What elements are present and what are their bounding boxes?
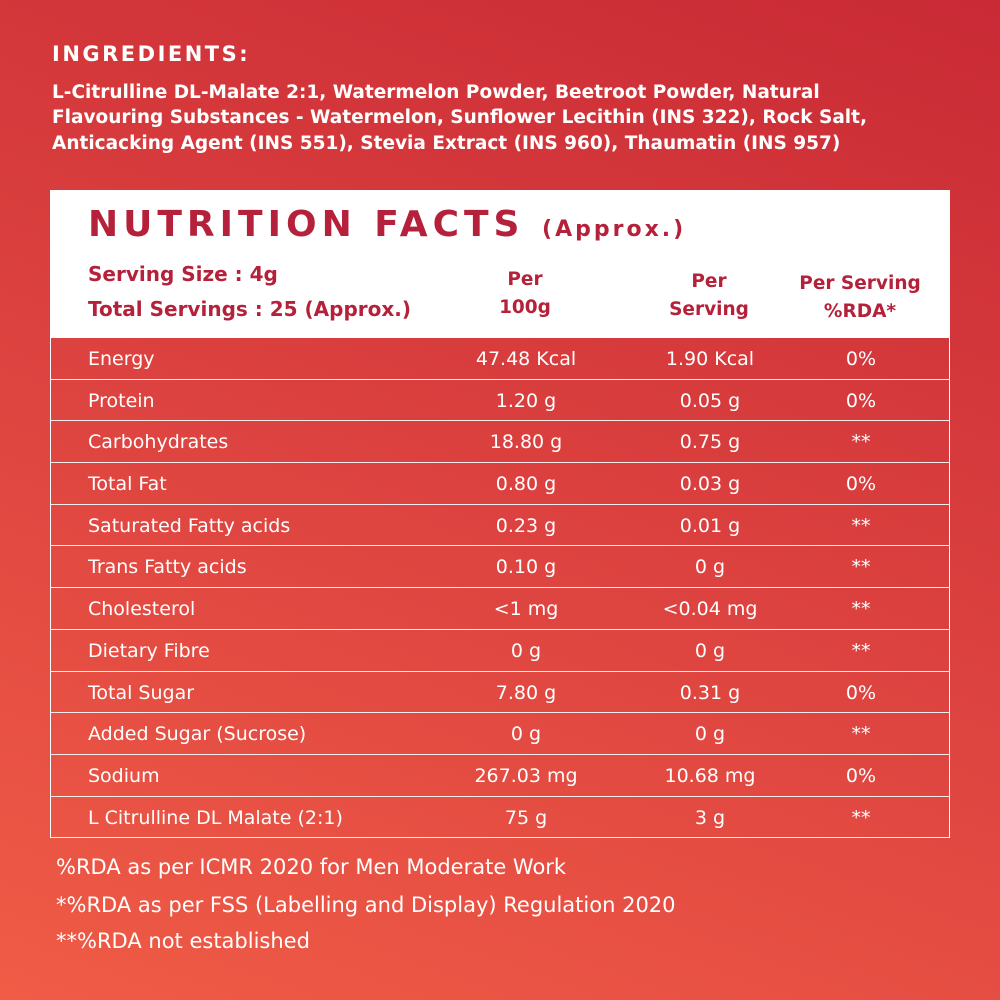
nutrition-row: Total Sugar 7.80 g 0.31 g 0% — [51, 672, 949, 714]
column-header: Per Serving %RDA* — [799, 270, 920, 326]
nutrient-name: L Citrulline DL Malate (2:1) — [88, 806, 343, 829]
nutrient-value: 0.03 g — [679, 473, 741, 496]
nutrition-row: Total Fat 0.80 g 0.03 g 0% — [51, 463, 949, 505]
nutrition-table: Energy 47.48 Kcal 1.90 Kcal 0% Protein 1.20 g… — [50, 338, 950, 839]
column-header-line: Per — [507, 269, 543, 290]
nutrition-header: NUTRITION FACTS (Approx.) Serving Size :… — [50, 190, 950, 338]
nutrient-value: 1.90 Kcal — [665, 348, 755, 370]
nutrient-value: ** — [851, 556, 871, 579]
nutrient-value: 47.48 Kcal — [475, 348, 577, 370]
nutrient-name: Total Sugar — [88, 681, 195, 704]
nutrient-value: 0 g — [510, 639, 542, 662]
nutrient-value: 0% — [845, 764, 877, 787]
nutrient-value: 18.80 g — [489, 431, 563, 454]
nutrition-row: L Citrulline DL Malate (2:1) 75 g 3 g ** — [51, 797, 949, 839]
nutrient-value: 0.01 g — [679, 514, 741, 537]
nutrient-value: <1 mg — [493, 598, 559, 621]
nutrient-name: Protein — [88, 389, 155, 412]
serving-size: Serving Size : 4g — [88, 262, 278, 286]
nutrient-value: 0% — [845, 348, 877, 370]
nutrient-name: Trans Fatty acids — [88, 556, 247, 579]
nutrition-row: Sodium 267.03 mg 10.68 mg 0% — [51, 755, 949, 797]
nutrient-value: 0% — [845, 389, 877, 412]
column-header: Per 100g — [499, 266, 551, 322]
column-header-line: %RDA* — [823, 301, 897, 322]
nutrient-value: 0% — [845, 473, 877, 496]
footnote: **%RDA not established — [56, 929, 310, 953]
nutrient-value: 0.05 g — [679, 389, 741, 412]
nutrient-value: 0.23 g — [495, 514, 557, 537]
nutrient-value: 267.03 mg — [474, 764, 578, 787]
ingredients-text: Flavouring Substances - Watermelon, Sunf… — [52, 107, 868, 128]
ingredients-text: Anticacking Agent (INS 551), Stevia Extr… — [52, 133, 841, 154]
footnote: *%RDA as per FSS (Labelling and Display)… — [56, 893, 676, 917]
nutrient-name: Added Sugar (Sucrose) — [88, 723, 307, 746]
nutrition-row: Dietary Fibre 0 g 0 g ** — [51, 630, 949, 672]
column-header: Per Serving — [669, 268, 749, 324]
nutrition-row: Trans Fatty acids 0.10 g 0 g ** — [51, 546, 949, 589]
nutrient-value: 0 g — [510, 723, 542, 746]
footnote: %RDA as per ICMR 2020 for Men Moderate W… — [56, 855, 567, 879]
nutrient-value: 0.80 g — [495, 473, 557, 496]
nutrient-value: 0 g — [694, 556, 726, 579]
nutrient-value: 0 g — [694, 639, 726, 662]
column-header-line: Per Serving — [799, 273, 921, 294]
nutrient-value: ** — [851, 723, 871, 746]
nutrient-value: 75 g — [504, 806, 548, 829]
column-header-line: Serving — [669, 299, 749, 320]
nutrition-row: Added Sugar (Sucrose) 0 g 0 g ** — [51, 713, 949, 755]
nutrition-row: Carbohydrates 18.80 g 0.75 g ** — [51, 421, 949, 464]
ingredients-text: L-Citrulline DL-Malate 2:1, Watermelon P… — [52, 82, 820, 103]
nutrient-name: Sodium — [88, 764, 160, 787]
nutrient-value: 0.10 g — [495, 556, 557, 579]
title-note: (Approx.) — [542, 217, 687, 242]
nutrient-name: Carbohydrates — [88, 431, 229, 454]
nutrient-value: 0 g — [694, 723, 726, 746]
nutrition-row: Cholesterol <1 mg <0.04 mg ** — [51, 588, 949, 630]
nutrition-row: Protein 1.20 g 0.05 g 0% — [51, 380, 949, 422]
nutrient-name: Total Fat — [88, 473, 167, 496]
nutrient-value: ** — [851, 514, 871, 537]
nutrient-value: ** — [851, 431, 871, 454]
nutrient-value: 0% — [845, 681, 877, 704]
nutrient-value: ** — [851, 806, 871, 829]
nutrient-value: <0.04 mg — [662, 598, 758, 621]
nutrient-name: Energy — [88, 348, 155, 370]
title-text: NUTRITION FACTS — [88, 204, 525, 245]
nutrient-value: ** — [851, 598, 871, 621]
nutrient-value: 0.31 g — [679, 681, 741, 704]
nutrient-value: 10.68 mg — [664, 764, 756, 787]
nutrient-value: 0.75 g — [679, 431, 741, 454]
nutrient-value: 7.80 g — [495, 681, 557, 704]
nutrition-row: Energy 47.48 Kcal 1.90 Kcal 0% — [51, 338, 949, 380]
nutrition-title: NUTRITION FACTS (Approx.) — [88, 204, 686, 245]
nutrient-value: ** — [851, 639, 871, 662]
nutrient-name: Saturated Fatty acids — [88, 514, 291, 537]
total-servings: Total Servings : 25 (Approx.) — [88, 297, 411, 321]
nutrient-value: 1.20 g — [495, 389, 557, 412]
nutrient-value: 3 g — [694, 806, 726, 829]
nutrient-name: Cholesterol — [88, 598, 196, 621]
column-header-line: Per — [691, 271, 727, 292]
ingredients-heading: INGREDIENTS: — [52, 42, 251, 66]
nutrition-row: Saturated Fatty acids 0.23 g 0.01 g ** — [51, 505, 949, 547]
column-header-line: 100g — [499, 297, 551, 318]
nutrient-name: Dietary Fibre — [88, 639, 210, 662]
